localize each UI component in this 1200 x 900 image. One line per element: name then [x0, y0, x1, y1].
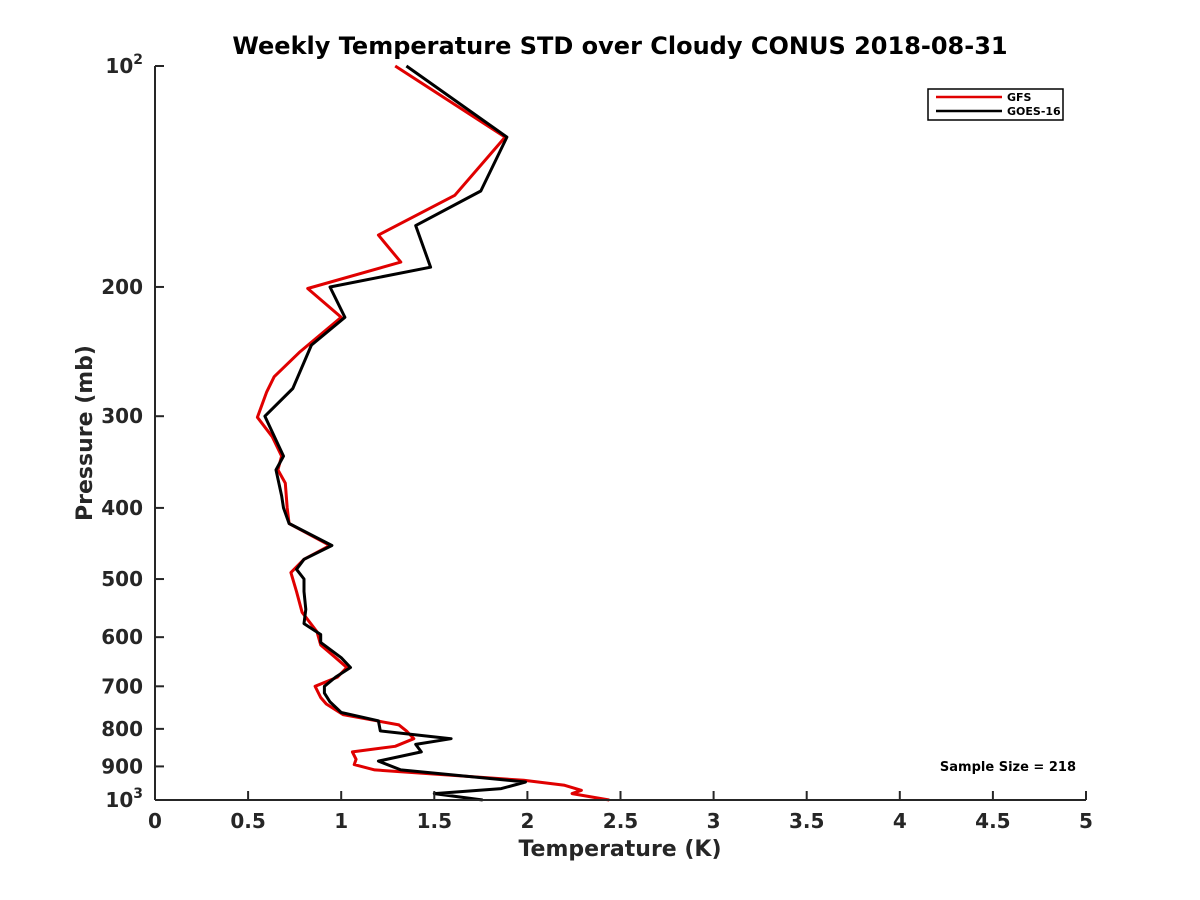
x-tick-label: 1.5 — [417, 809, 452, 833]
x-tick-label: 4 — [893, 809, 907, 833]
y-tick-label: 500 — [101, 567, 143, 591]
y-axis-ticks: 102 200 300 400 500 600 700 800 900 103 — [101, 52, 164, 812]
y-tick-label: 700 — [101, 674, 143, 698]
chart-title: Weekly Temperature STD over Cloudy CONUS… — [232, 32, 1007, 60]
series-line-gfs — [255, 64, 610, 802]
x-axis-label: Temperature (K) — [518, 837, 721, 862]
x-tick-label: 3.5 — [789, 809, 824, 833]
y-tick-label: 103 — [105, 786, 143, 812]
y-axis-label: Pressure (mb) — [73, 345, 98, 521]
sample-size-annotation: Sample Size = 218 — [940, 760, 1076, 775]
series-line-goes-16 — [263, 64, 527, 802]
y-tick-label: 900 — [101, 754, 143, 778]
x-tick-label: 2.5 — [603, 809, 638, 833]
y-tick-label: 400 — [101, 496, 143, 520]
y-tick-label: 800 — [101, 717, 143, 741]
y-tick-label: 600 — [101, 625, 143, 649]
x-tick-label: 3 — [707, 809, 721, 833]
legend-label-goes16: GOES-16 — [1007, 105, 1061, 118]
x-tick-label: 2 — [520, 809, 534, 833]
series-layer — [255, 64, 610, 802]
x-tick-label: 0 — [148, 809, 162, 833]
legend-box — [927, 88, 1064, 121]
x-axis-ticks: 0 0.5 1 1.5 2 2.5 3 3.5 4 4.5 5 — [148, 791, 1093, 833]
y-tick-label: 200 — [101, 275, 143, 299]
x-tick-label: 1 — [334, 809, 348, 833]
y-tick-label: 300 — [101, 404, 143, 428]
x-tick-label: 0.5 — [230, 809, 265, 833]
y-tick-label: 102 — [105, 52, 143, 78]
legend-label-gfs: GFS — [1007, 91, 1032, 104]
x-tick-label: 4.5 — [975, 809, 1010, 833]
legend: GFS GOES-16 — [927, 88, 1064, 121]
x-tick-label: 5 — [1079, 809, 1093, 833]
